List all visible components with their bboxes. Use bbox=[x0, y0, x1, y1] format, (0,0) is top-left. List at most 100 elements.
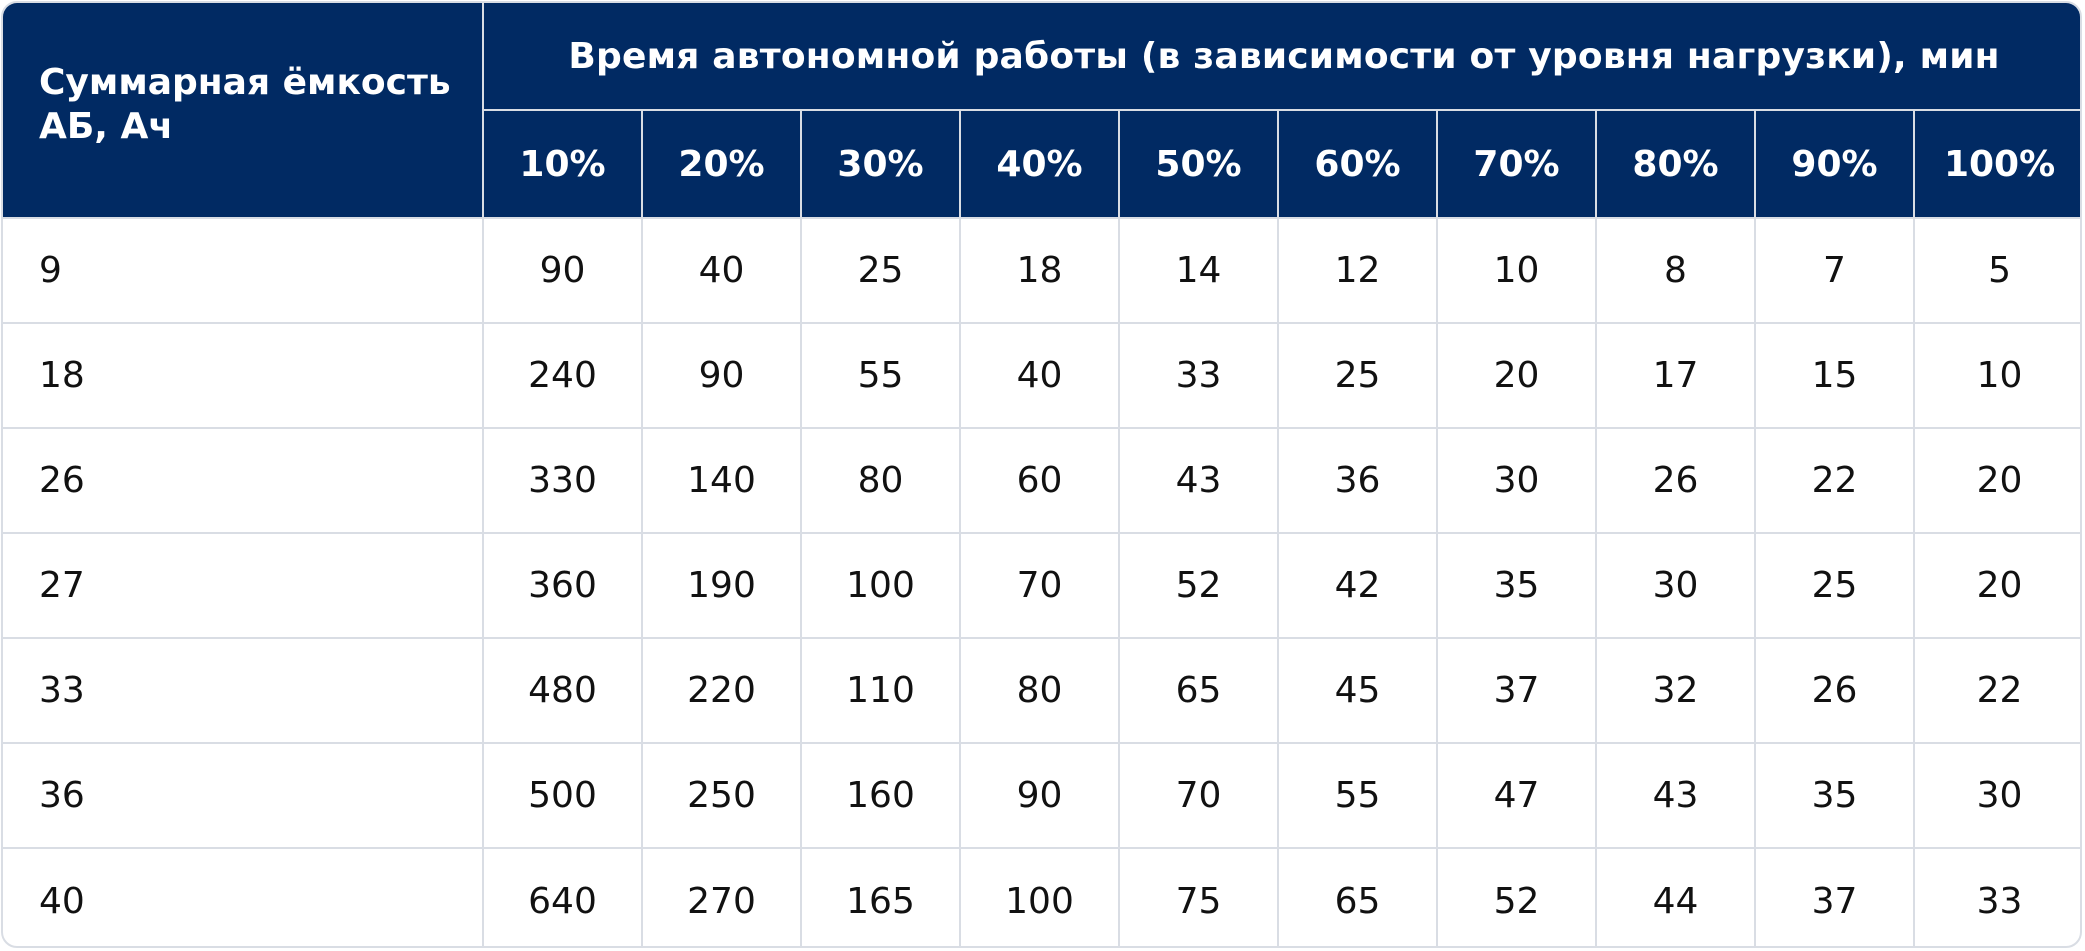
load-level-header: 10% bbox=[483, 110, 643, 219]
table-row: 27 360 190 100 70 52 42 35 30 25 20 bbox=[3, 533, 2080, 639]
table-row: 40 640 270 165 100 75 65 52 44 37 33 bbox=[3, 848, 2080, 946]
runtime-cell: 40 bbox=[960, 323, 1120, 429]
runtime-cell: 80 bbox=[960, 638, 1120, 744]
runtime-cell: 75 bbox=[1119, 848, 1279, 946]
runtime-cell: 90 bbox=[642, 323, 802, 429]
runtime-cell: 20 bbox=[1914, 428, 2080, 534]
runtime-cell: 55 bbox=[1278, 743, 1438, 849]
runtime-cell: 33 bbox=[1119, 323, 1279, 429]
runtime-cell: 250 bbox=[642, 743, 802, 849]
runtime-cell: 15 bbox=[1755, 323, 1915, 429]
runtime-cell: 330 bbox=[483, 428, 643, 534]
load-level-header-row: 10% 20% 30% 40% 50% 60% 70% 80% 90% 100% bbox=[3, 110, 2080, 219]
runtime-cell: 20 bbox=[1914, 533, 2080, 639]
runtime-cell: 10 bbox=[1914, 323, 2080, 429]
runtime-cell: 40 bbox=[642, 218, 802, 324]
table-row: 18 240 90 55 40 33 25 20 17 15 10 bbox=[3, 323, 2080, 429]
runtime-cell: 35 bbox=[1437, 533, 1597, 639]
capacity-cell: 40 bbox=[3, 848, 484, 946]
runtime-cell: 30 bbox=[1914, 743, 2080, 849]
runtime-cell: 12 bbox=[1278, 218, 1438, 324]
runtime-cell: 80 bbox=[801, 428, 961, 534]
runtime-cell: 10 bbox=[1437, 218, 1597, 324]
runtime-cell: 52 bbox=[1437, 848, 1597, 946]
load-level-header: 70% bbox=[1437, 110, 1597, 219]
runtime-cell: 33 bbox=[1976, 880, 2023, 922]
runtime-cell: 43 bbox=[1596, 743, 1756, 849]
runtime-cell: 100 bbox=[801, 533, 961, 639]
load-level-header: 100% bbox=[1914, 110, 2080, 219]
load-level-header: 50% bbox=[1119, 110, 1279, 219]
table-row: 9 90 40 25 18 14 12 10 8 7 5 bbox=[3, 218, 2080, 324]
load-level-header: 20% bbox=[642, 110, 802, 219]
runtime-cell: 140 bbox=[642, 428, 802, 534]
runtime-cell: 32 bbox=[1596, 638, 1756, 744]
runtime-cell: 160 bbox=[801, 743, 961, 849]
table-header: Суммарная ёмкость АБ, Ач Время автономно… bbox=[3, 3, 2080, 219]
runtime-cell: 44 bbox=[1596, 848, 1756, 946]
runtime-cell: 165 bbox=[801, 848, 961, 946]
runtime-cell: 26 bbox=[1596, 428, 1756, 534]
runtime-cell: 17 bbox=[1596, 323, 1756, 429]
runtime-cell: 270 bbox=[642, 848, 802, 946]
capacity-column-header: Суммарная ёмкость АБ, Ач bbox=[3, 3, 484, 219]
capacity-cell: 9 bbox=[3, 218, 484, 324]
runtime-cell: 60 bbox=[960, 428, 1120, 534]
runtime-cell: 35 bbox=[1755, 743, 1915, 849]
load-level-header: 80% bbox=[1596, 110, 1756, 219]
runtime-cell: 55 bbox=[801, 323, 961, 429]
capacity-cell: 18 bbox=[3, 323, 484, 429]
runtime-cell: 100 bbox=[960, 848, 1120, 946]
runtime-cell: 43 bbox=[1119, 428, 1279, 534]
capacity-cell: 27 bbox=[3, 533, 484, 639]
runtime-cell: 20 bbox=[1437, 323, 1597, 429]
capacity-cell: 36 bbox=[3, 743, 484, 849]
runtime-cell: 90 bbox=[483, 218, 643, 324]
runtime-cell: 22 bbox=[1755, 428, 1915, 534]
table-body: 9 90 40 25 18 14 12 10 8 7 5 18 240 90 55 40 33 25 20 17 15 1… bbox=[3, 218, 2080, 946]
runtime-cell: 640 bbox=[483, 848, 643, 946]
runtime-cell: 480 bbox=[483, 638, 643, 744]
runtime-cell: 47 bbox=[1437, 743, 1597, 849]
battery-runtime-table: Суммарная ёмкость АБ, Ач Время автономно… bbox=[3, 3, 2080, 946]
load-level-header: 40% bbox=[960, 110, 1120, 219]
runtime-cell: 30 bbox=[1437, 428, 1597, 534]
runtime-cell: 8 bbox=[1596, 218, 1756, 324]
runtime-cell: 25 bbox=[1755, 533, 1915, 639]
runtime-cell: 25 bbox=[1278, 323, 1438, 429]
runtime-group-header: Время автономной работы (в зависимости о… bbox=[483, 3, 2080, 111]
runtime-cell: 22 bbox=[1914, 638, 2080, 744]
runtime-cell: 190 bbox=[642, 533, 802, 639]
runtime-cell: 7 bbox=[1755, 218, 1915, 324]
load-level-header: 30% bbox=[801, 110, 961, 219]
runtime-cell: 500 bbox=[483, 743, 643, 849]
runtime-cell: 36 bbox=[1278, 428, 1438, 534]
runtime-cell: 14 bbox=[1119, 218, 1279, 324]
runtime-cell: 26 bbox=[1755, 638, 1915, 744]
capacity-cell: 26 bbox=[3, 428, 484, 534]
runtime-cell: 42 bbox=[1278, 533, 1438, 639]
runtime-cell: 30 bbox=[1596, 533, 1756, 639]
runtime-cell: 110 bbox=[801, 638, 961, 744]
runtime-cell: 18 bbox=[960, 218, 1120, 324]
runtime-cell: 70 bbox=[1119, 743, 1279, 849]
runtime-cell: 70 bbox=[960, 533, 1120, 639]
runtime-cell: 5 bbox=[1914, 218, 2080, 324]
runtime-cell: 360 bbox=[483, 533, 643, 639]
runtime-cell: 52 bbox=[1119, 533, 1279, 639]
runtime-cell: 25 bbox=[801, 218, 961, 324]
table-row: 33 480 220 110 80 65 45 37 32 26 22 bbox=[3, 638, 2080, 744]
load-level-header: 60% bbox=[1278, 110, 1438, 219]
runtime-cell: 45 bbox=[1278, 638, 1438, 744]
runtime-cell: 65 bbox=[1119, 638, 1279, 744]
runtime-cell: 240 bbox=[483, 323, 643, 429]
table-row: 26 330 140 80 60 43 36 30 26 22 20 bbox=[3, 428, 2080, 534]
runtime-cell: 37 bbox=[1437, 638, 1597, 744]
table-row: 36 500 250 160 90 70 55 47 43 35 30 bbox=[3, 743, 2080, 849]
runtime-cell: 90 bbox=[960, 743, 1120, 849]
runtime-cell: 65 bbox=[1278, 848, 1438, 946]
capacity-cell: 33 bbox=[3, 638, 484, 744]
load-level-header: 90% bbox=[1755, 110, 1915, 219]
runtime-cell: 37 bbox=[1755, 848, 1915, 946]
